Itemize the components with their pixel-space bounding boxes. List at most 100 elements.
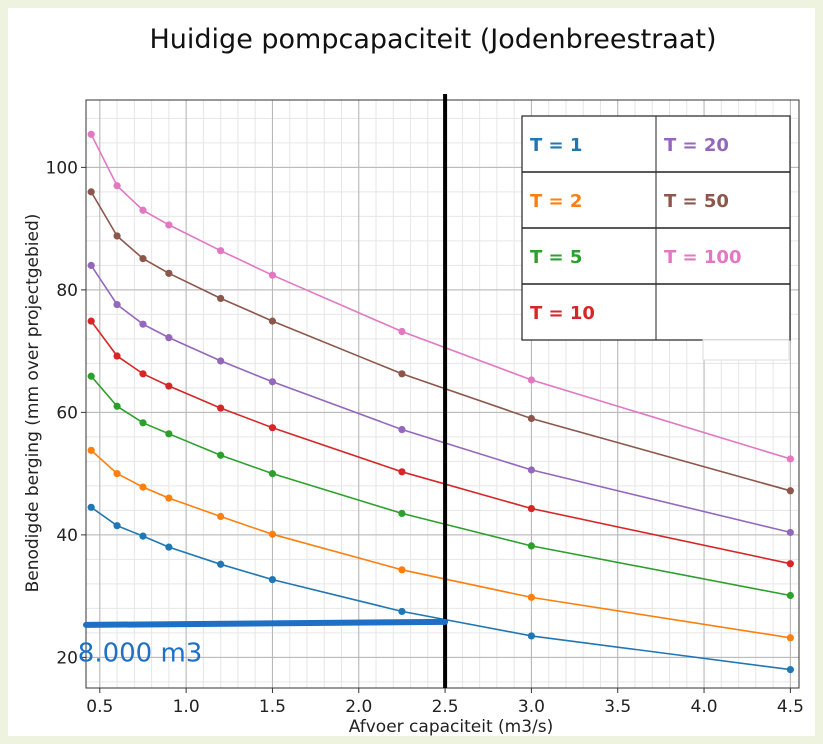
x-tick-label: 4.5: [777, 697, 804, 717]
data-point: [165, 430, 173, 438]
legend-entry: T = 1: [530, 135, 582, 156]
data-point: [527, 466, 536, 474]
y-axis: 20 40 60 80 100: [46, 158, 86, 668]
data-point: [165, 543, 173, 551]
data-point: [113, 470, 121, 478]
data-point: [527, 414, 536, 423]
data-point: [139, 532, 147, 540]
data-point: [165, 221, 173, 229]
data-point: [398, 566, 406, 574]
data-point: [139, 483, 147, 491]
data-point: [527, 593, 536, 601]
data-point: [268, 317, 277, 325]
legend: T = 1 T = 2 T = 5 T = 10 T = 20 T = 50 T = 100: [521, 115, 791, 361]
chart-frame: Huidige pompcapaciteit (Jodenbreestraat)…: [8, 8, 815, 736]
data-point: [113, 402, 121, 410]
series: [87, 317, 794, 568]
y-axis-label: Benodigde berging (mm over projectgebied…: [23, 214, 43, 593]
data-point: [217, 247, 225, 255]
data-point: [398, 468, 406, 476]
x-axis: 0.5 1.0 1.5 2.0 2.5 3.0 3.5 4.0 4.5: [86, 688, 804, 717]
series-layer: [87, 130, 794, 674]
data-point: [786, 528, 794, 537]
data-point: [786, 487, 794, 495]
legend-entry: T = 10: [530, 303, 595, 324]
series: [87, 503, 794, 674]
y-tick-label: 100: [46, 158, 78, 178]
x-tick-label: 4.0: [691, 697, 718, 717]
series: [87, 261, 794, 537]
data-point: [113, 232, 121, 240]
data-point: [268, 424, 277, 432]
chart: Huidige pompcapaciteit (Jodenbreestraat)…: [23, 24, 804, 736]
storage-highlight-line: [83, 618, 449, 628]
series-line: [90, 449, 791, 639]
data-point: [139, 206, 147, 214]
data-point: [139, 370, 147, 378]
data-point: [217, 294, 225, 303]
data-point: [217, 404, 225, 412]
series: [87, 446, 794, 642]
data-point: [87, 503, 95, 511]
data-point: [165, 382, 173, 390]
plot-area: [85, 99, 800, 689]
data-point: [87, 261, 95, 269]
data-point: [217, 451, 225, 459]
data-point: [527, 632, 536, 640]
legend-shadow: [702, 339, 790, 361]
y-tick-label: 60: [56, 403, 78, 423]
series: [87, 372, 794, 600]
data-point: [139, 255, 147, 263]
data-point: [165, 334, 173, 342]
data-point: [113, 182, 121, 190]
legend-entry: T = 5: [530, 247, 582, 268]
y-tick-label: 40: [56, 526, 78, 546]
data-point: [165, 494, 173, 502]
data-point: [87, 188, 95, 196]
data-point: [113, 352, 121, 360]
data-point: [165, 269, 173, 277]
legend-entry: T = 50: [664, 191, 729, 212]
x-axis-label: Afvoer capaciteit (m3/s): [349, 717, 554, 736]
y-tick-label: 80: [56, 281, 78, 301]
data-point: [786, 591, 794, 600]
data-point: [268, 530, 277, 538]
series: [87, 130, 794, 463]
data-point: [398, 370, 406, 378]
chart-title: Huidige pompcapaciteit (Jodenbreestraat): [150, 24, 717, 55]
data-point: [786, 455, 794, 463]
x-tick-label: 1.5: [259, 697, 286, 717]
legend-entry: T = 20: [664, 135, 729, 156]
data-point: [786, 666, 794, 674]
data-point: [398, 327, 406, 336]
annotation-label: 8.000 m3: [78, 638, 203, 668]
data-point: [139, 419, 147, 427]
data-point: [87, 372, 95, 380]
x-tick-label: 2.5: [432, 697, 459, 717]
data-point: [268, 575, 277, 584]
legend-entry: T = 100: [664, 247, 741, 268]
x-tick-label: 1.0: [173, 697, 200, 717]
x-tick-label: 3.5: [604, 697, 631, 717]
data-point: [786, 560, 794, 568]
data-point: [87, 317, 95, 325]
data-point: [113, 300, 121, 309]
y-tick-label: 20: [56, 648, 78, 668]
x-tick-label: 2.0: [345, 697, 372, 717]
data-point: [268, 271, 277, 279]
data-point: [527, 376, 536, 384]
data-point: [217, 560, 225, 568]
data-point: [217, 357, 225, 365]
data-point: [268, 470, 277, 478]
data-point: [113, 522, 121, 530]
series: [87, 188, 794, 495]
data-point: [87, 446, 95, 454]
data-point: [139, 320, 147, 328]
x-tick-label: 3.0: [518, 697, 545, 717]
x-tick-label: 0.5: [86, 697, 113, 717]
data-point: [398, 607, 406, 616]
data-point: [217, 512, 225, 521]
legend-entry: T = 2: [530, 191, 582, 212]
data-point: [398, 509, 406, 518]
data-point: [527, 542, 536, 550]
